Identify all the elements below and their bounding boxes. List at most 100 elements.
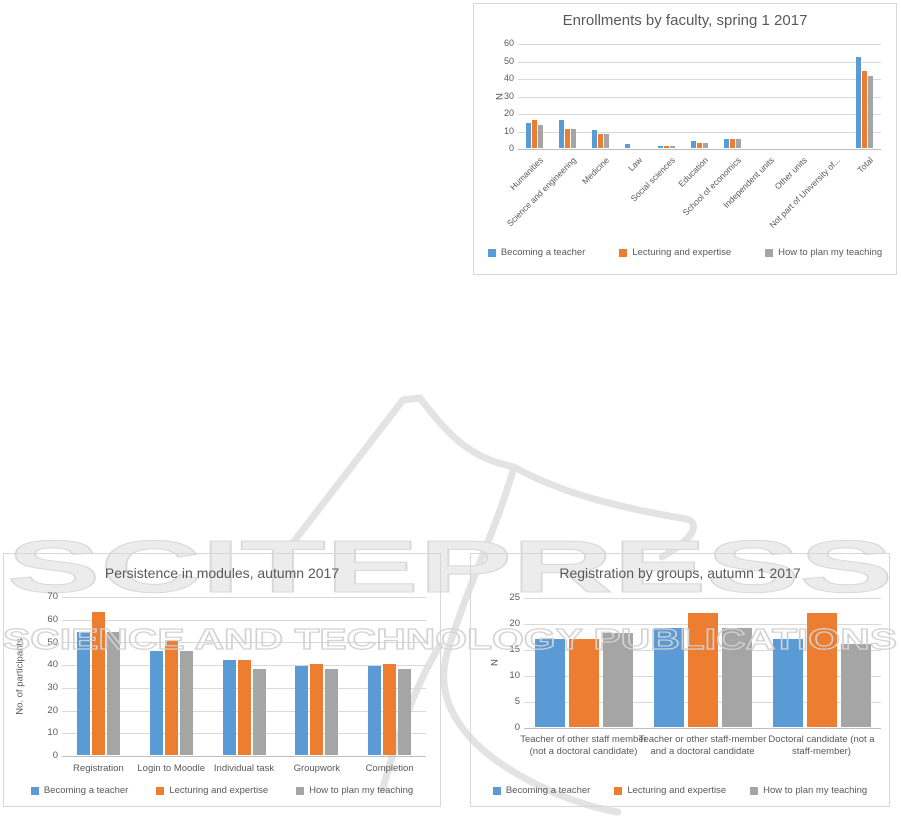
plot-area: 0 10 20 30 40 50 60 70 Registration Login to Mood… — [47, 591, 426, 774]
bar-becoming-a-teacher — [559, 120, 564, 148]
enrollments-chart: Enrollments by faculty, spring 1 2017 0 10… — [473, 3, 897, 275]
bar-lecturing-and-expertise — [598, 134, 603, 148]
legend: Becoming a teacher Lecturing and expertis… — [474, 247, 896, 258]
bar-how-to-plan-my-teaching — [538, 125, 543, 148]
watermark-ribbon-top-curve — [510, 463, 697, 561]
legend-label: How to plan my teaching — [763, 785, 868, 796]
y-tick-label: 10 — [47, 727, 58, 739]
x-category-label: Teacher of other staff member (not a doc… — [520, 734, 647, 757]
y-tick-label: 20 — [47, 704, 58, 716]
legend-item: How to plan my teaching — [296, 785, 413, 796]
legend-item: Lecturing and expertise — [156, 785, 268, 796]
x-category-label: Groupwork — [293, 763, 341, 774]
y-tick-label: 10 — [509, 670, 520, 682]
bar-lecturing-and-expertise — [164, 641, 178, 755]
legend-label: Becoming a teacher — [505, 785, 591, 796]
y-tick-label: 0 — [514, 722, 520, 734]
x-category-label: Login to Moodle — [137, 763, 205, 774]
gridline — [518, 79, 881, 80]
x-category-label: Individual task — [213, 763, 275, 774]
gridline — [518, 61, 881, 63]
y-tick-label: 20 — [509, 618, 520, 630]
legend-item: Lecturing and expertise — [614, 785, 726, 796]
bar-how-to-plan-my-teaching — [721, 628, 752, 727]
bar-lecturing-and-expertise — [806, 613, 837, 727]
legend-swatch — [30, 786, 39, 795]
gridline — [518, 131, 881, 133]
chart-title: Registration by groups, autumn 1 2017 — [559, 565, 801, 581]
chart-title: Enrollments by faculty, spring 1 2017 — [562, 12, 808, 29]
bar-becoming-a-teacher — [149, 651, 163, 755]
bar-lecturing-and-expertise — [687, 613, 718, 727]
gridline — [62, 619, 426, 621]
bar-how-to-plan-my-teaching — [670, 146, 675, 148]
y-tick-label: 15 — [509, 644, 520, 656]
gridline — [62, 597, 426, 598]
bar-becoming-a-teacher — [592, 130, 597, 148]
bar-how-to-plan-my-teaching — [602, 633, 633, 727]
y-tick-label: 40 — [503, 73, 514, 84]
chart-title: Persistence in modules, autumn 2017 — [104, 565, 340, 581]
legend-item: Becoming a teacher — [492, 785, 591, 796]
x-category-label: Teacher or other staff-member and a doct… — [638, 734, 767, 757]
y-tick-label: 25 — [509, 592, 520, 604]
legend-swatch — [487, 248, 496, 257]
registration-groups-chart: Registration by groups, autumn 1 2017 0 5 1… — [470, 553, 890, 807]
y-axis-title: N — [489, 659, 501, 666]
legend-swatch — [296, 786, 305, 795]
bar-lecturing-and-expertise — [91, 612, 105, 755]
bar-lecturing-and-expertise — [697, 143, 702, 148]
y-tick-label: 60 — [503, 38, 514, 49]
y-tick-label: 40 — [47, 659, 58, 671]
legend-item: How to plan my teaching — [750, 785, 867, 796]
bar-becoming-a-teacher — [625, 144, 630, 148]
legend-label: Becoming a teacher — [500, 247, 586, 258]
bar-lecturing-and-expertise — [310, 664, 324, 755]
bar-how-to-plan-my-teaching — [571, 129, 576, 148]
bar-becoming-a-teacher — [222, 660, 236, 755]
watermark-ribbon-flag — [281, 394, 518, 557]
y-tick-label: 10 — [503, 125, 514, 136]
legend-label: Lecturing and expertise — [627, 785, 727, 796]
y-tick-label: 60 — [47, 613, 58, 625]
legend-label: Lecturing and expertise — [632, 247, 732, 258]
legend-label: How to plan my teaching — [778, 247, 883, 258]
y-tick-label: 0 — [52, 750, 58, 762]
x-axis-line — [518, 149, 881, 150]
y-tick-label: 0 — [508, 143, 514, 154]
bar-lecturing-and-expertise — [565, 129, 570, 148]
y-axis-title: No. of participants — [14, 637, 26, 715]
bar-how-to-plan-my-teaching — [398, 669, 412, 755]
y-tick-label: 30 — [47, 681, 58, 693]
bar-lecturing-and-expertise — [532, 120, 537, 148]
x-category-label: Doctoral candidate (not a staff-member) — [768, 734, 875, 757]
legend-swatch — [614, 786, 623, 795]
bar-how-to-plan-my-teaching — [252, 669, 266, 755]
bar-how-to-plan-my-teaching — [604, 134, 609, 148]
bar-lecturing-and-expertise — [862, 71, 867, 148]
bar-becoming-a-teacher — [295, 666, 309, 755]
bar-becoming-a-teacher — [526, 123, 531, 148]
y-tick-label: 70 — [47, 591, 58, 603]
gridline — [524, 598, 881, 599]
legend-item: How to plan my teaching — [765, 247, 882, 258]
legend-item: Becoming a teacher — [487, 247, 586, 258]
legend-swatch — [765, 248, 774, 257]
y-axis-title: N — [494, 92, 506, 100]
x-category-label: Registration — [73, 763, 124, 774]
legend-swatch — [619, 248, 628, 257]
x-category-label: Completion — [365, 763, 414, 774]
bar-how-to-plan-my-teaching — [179, 651, 193, 755]
legend-item: Becoming a teacher — [30, 785, 128, 796]
bar-lecturing-and-expertise — [383, 664, 397, 755]
bar-lecturing-and-expertise — [664, 146, 669, 148]
legend: Becoming a teacher Lecturing and expertis… — [471, 785, 889, 796]
persistence-chart: Persistence in modules, autumn 2017 0 10 20… — [3, 553, 441, 807]
bar-becoming-a-teacher — [76, 632, 90, 755]
gridline — [518, 44, 881, 45]
bar-how-to-plan-my-teaching — [840, 644, 871, 727]
bar-becoming-a-teacher — [368, 666, 382, 755]
legend-swatch — [750, 786, 759, 795]
bar-becoming-a-teacher — [772, 639, 803, 727]
